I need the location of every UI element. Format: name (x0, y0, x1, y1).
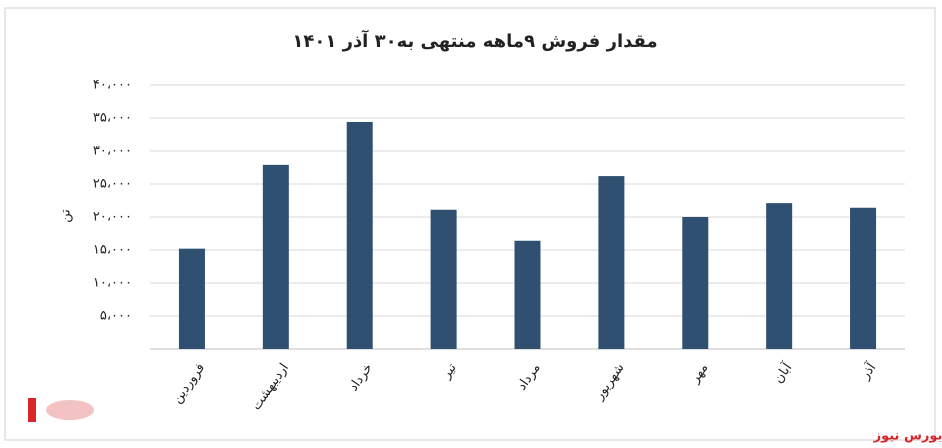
y-tick-label: ۳۵،۰۰۰ (93, 111, 132, 126)
bar (514, 240, 541, 349)
logo-bar (28, 398, 36, 422)
y-tick-label: ۲۵،۰۰۰ (93, 177, 132, 192)
chart-frame (4, 7, 936, 441)
bar (430, 209, 457, 349)
y-axis-label: تن (59, 209, 74, 223)
bar (850, 207, 877, 349)
bar (598, 176, 625, 349)
y-tick-label: ۵،۰۰۰ (100, 309, 132, 324)
bar (682, 217, 709, 349)
y-tick-label: ۱۵،۰۰۰ (93, 243, 132, 258)
chart-title: مقدار فروش ۹ماهه منتهی به۳۰ آذر ۱۴۰۱ (292, 29, 657, 52)
logo-shape (46, 400, 94, 420)
watermark: بورس نیوز (873, 429, 942, 444)
y-tick-label: ۲۰،۰۰۰ (93, 210, 132, 225)
logo (28, 398, 94, 422)
bar (346, 121, 373, 350)
bar (262, 164, 289, 349)
y-tick-label: ۱۰،۰۰۰ (93, 276, 132, 291)
y-tick-label: ۴۰،۰۰۰ (93, 78, 132, 93)
y-tick-label: ۳۰،۰۰۰ (93, 144, 132, 159)
bar (766, 203, 793, 349)
bar (178, 248, 205, 349)
